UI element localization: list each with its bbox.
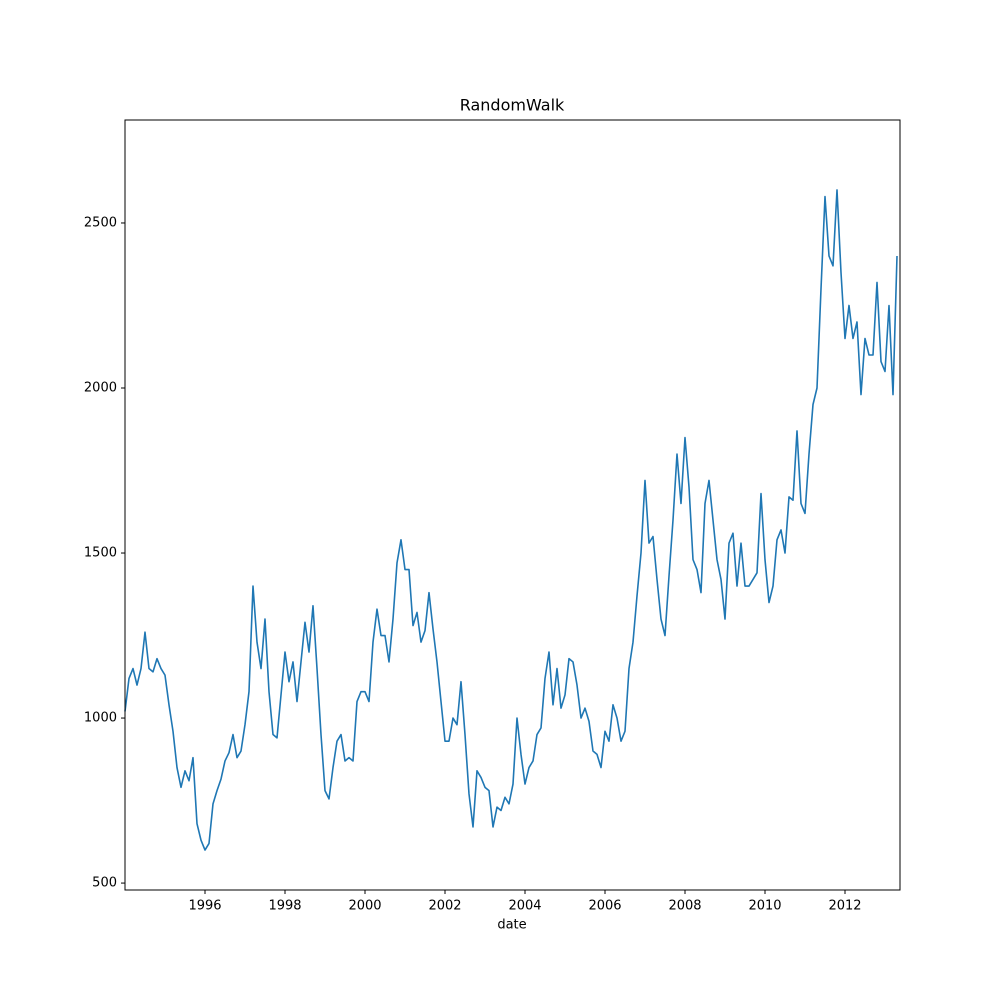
x-tick-label: 2010 (748, 899, 781, 914)
chart-title: RandomWalk (460, 96, 565, 115)
y-tick-label: 2500 (84, 215, 117, 230)
x-axis-label: date (497, 918, 526, 933)
y-tick-label: 2000 (84, 380, 117, 395)
y-tick-label: 500 (92, 876, 117, 891)
x-tick-label: 1996 (188, 899, 221, 914)
y-tick-label: 1000 (84, 711, 117, 726)
x-tick-label: 1998 (268, 899, 301, 914)
x-tick-label: 2008 (668, 899, 701, 914)
x-tick-label: 2006 (588, 899, 621, 914)
x-tick-label: 2012 (828, 899, 861, 914)
y-tick-label: 1500 (84, 546, 117, 561)
x-tick-label: 2000 (348, 899, 381, 914)
plot-frame (124, 119, 901, 891)
data-line (124, 189, 898, 851)
x-tick-label: 2004 (508, 899, 541, 914)
x-tick-label: 2002 (428, 899, 461, 914)
